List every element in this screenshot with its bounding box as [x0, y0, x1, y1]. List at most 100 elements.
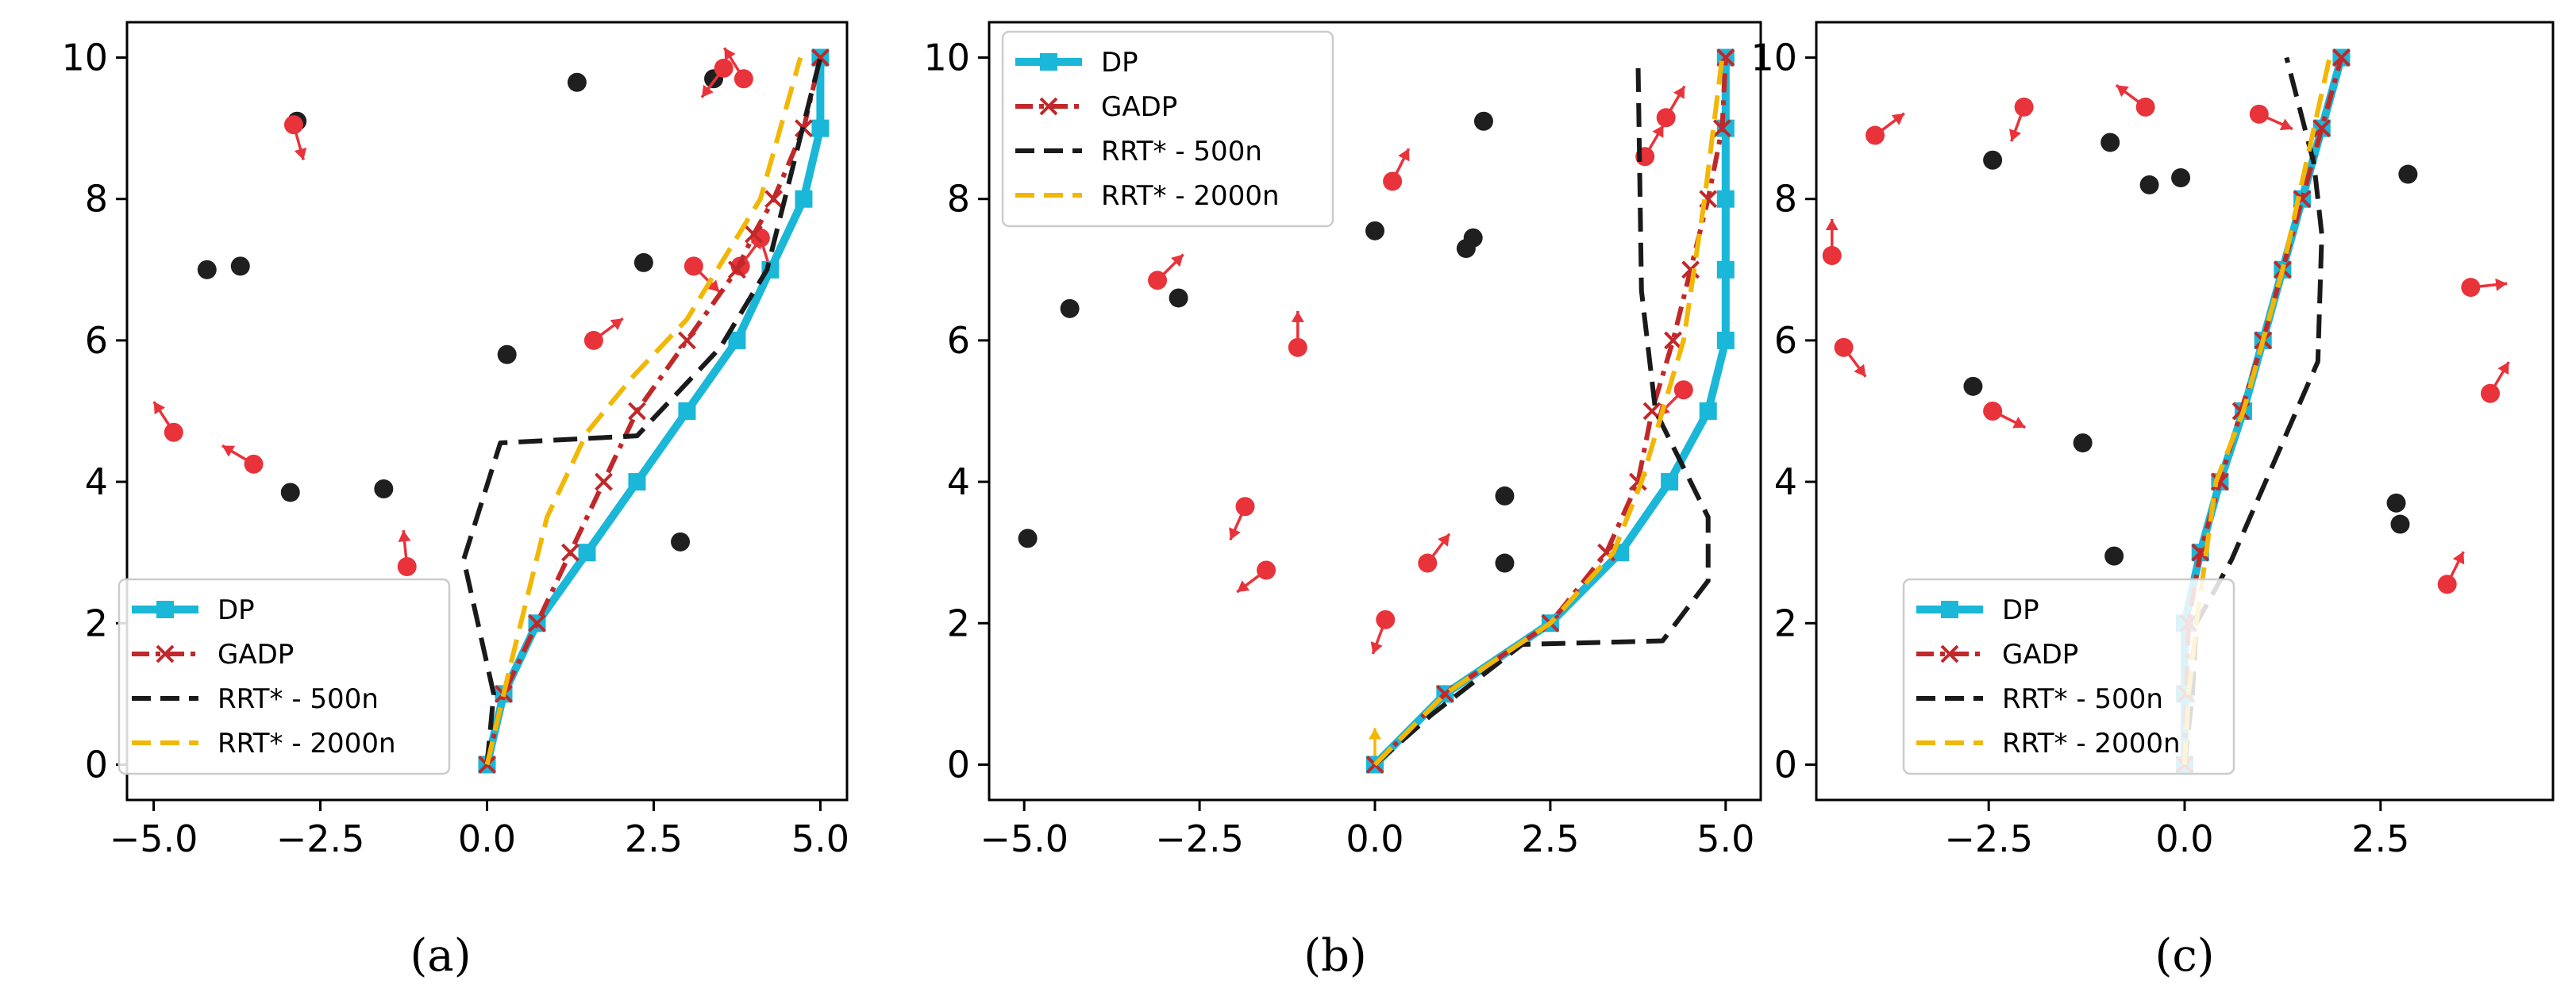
static-obstacle-point: [2171, 168, 2191, 187]
dynamic-obstacle-arrowhead: [724, 48, 736, 61]
legend-label: RRT* - 2000n: [2002, 728, 2181, 759]
static-obstacle-point: [197, 260, 217, 279]
series-line-rrt-500n: [461, 56, 823, 765]
static-obstacle-point: [1060, 298, 1080, 318]
y-tick-label: 10: [923, 37, 970, 79]
legend-frame: [117, 578, 451, 775]
x-tick-label: 2.5: [1521, 817, 1579, 860]
legend-label: DP: [1101, 47, 1138, 79]
y-tick-label: 0: [947, 743, 970, 786]
dynamic-obstacle-point: [683, 256, 703, 276]
static-obstacle-point: [671, 532, 691, 552]
y-tick-label: 2: [85, 602, 108, 644]
series-marker-gadp: [561, 543, 580, 562]
dynamic-obstacle-point: [1235, 497, 1255, 517]
dynamic-obstacle-arrowhead: [1291, 310, 1304, 322]
legend: DP GADP RRT* - 500n RRT* - 2000n: [1001, 30, 1334, 228]
series-line-rrt-500n: [1373, 57, 1711, 767]
series-marker-gadp: [478, 756, 496, 774]
dynamic-obstacle-arrowhead: [2009, 129, 2022, 142]
legend-frame: [1001, 30, 1334, 228]
y-tick-label: 6: [947, 319, 970, 362]
series-marker-gadp: [2332, 48, 2351, 67]
dynamic-obstacle-point: [1866, 125, 1885, 145]
static-obstacle-point: [1983, 150, 2003, 170]
plot-area: [1018, 48, 1735, 774]
y-tick-label: 10: [1750, 37, 1797, 79]
legend-marker: [1941, 601, 1958, 618]
dynamic-obstacle-point: [583, 330, 603, 350]
dynamic-obstacle-arrowhead: [702, 84, 714, 98]
dynamic-obstacle-arrowhead: [1398, 148, 1410, 162]
y-tick-label: 8: [947, 178, 970, 221]
dynamic-obstacle-arrowhead: [1825, 219, 1839, 230]
series-marker-gadp: [764, 190, 784, 209]
static-obstacle-point: [2390, 514, 2410, 534]
static-obstacle-point: [230, 256, 250, 276]
dynamic-obstacle-arrowhead: [294, 147, 307, 160]
y-tick-label: 4: [1774, 460, 1797, 503]
dynamic-obstacle-arrowhead: [1171, 254, 1184, 267]
static-obstacle-point: [1473, 111, 1493, 131]
dynamic-obstacle-point: [1834, 337, 1854, 357]
series-marker-dp: [628, 473, 646, 491]
static-obstacle-point: [567, 72, 587, 92]
static-obstacle-point: [2100, 133, 2120, 152]
dynamic-obstacle-arrowhead: [1369, 728, 1381, 740]
panel-caption: (c): [2154, 930, 2214, 982]
y-tick-label: 10: [61, 37, 108, 79]
dynamic-obstacle-point: [2437, 575, 2457, 594]
y-tick-label: 0: [85, 743, 108, 786]
series-marker-dp: [1716, 190, 1735, 208]
y-tick-label: 0: [1774, 743, 1797, 786]
dynamic-obstacle-arrowhead: [1891, 113, 1904, 125]
series-marker-dp: [1661, 473, 1679, 491]
static-obstacle-point: [2386, 493, 2406, 513]
y-tick-label: 4: [947, 460, 970, 503]
plot-area: [152, 47, 830, 774]
y-tick-label: 2: [947, 602, 970, 644]
dynamic-obstacle-point: [1983, 402, 2003, 421]
dynamic-obstacle-arrowhead: [707, 279, 720, 292]
x-tick-label: −2.5: [276, 817, 365, 860]
legend-frame: [1902, 578, 2235, 775]
series-marker-gadp: [528, 613, 546, 633]
static-obstacle-point: [2139, 175, 2159, 194]
series-marker-gadp: [728, 260, 746, 279]
series-line-rrt-2000n: [484, 56, 803, 766]
dynamic-obstacle-arrowhead: [221, 445, 236, 457]
series-marker-gadp: [745, 225, 763, 244]
dynamic-obstacle-arrowhead: [1854, 363, 1866, 377]
x-tick-label: 5.0: [1696, 817, 1754, 860]
legend-label: GADP: [1101, 91, 1177, 123]
series-marker-gadp: [628, 402, 646, 421]
x-tick-label: 0.0: [1346, 817, 1404, 860]
series-line-rrt-2000n: [1373, 57, 1725, 767]
dynamic-obstacle-point: [2461, 278, 2481, 298]
static-obstacle-point: [1963, 376, 1983, 396]
static-obstacle-point: [1495, 553, 1515, 573]
legend-marker: [1940, 644, 1959, 663]
dynamic-obstacle-arrowhead: [2495, 278, 2508, 291]
y-tick-label: 6: [85, 319, 108, 362]
legend-label: DP: [2002, 594, 2039, 626]
x-tick-label: 0.0: [458, 817, 516, 860]
dynamic-obstacle-point: [1656, 108, 1676, 128]
x-tick-label: −2.5: [1155, 817, 1244, 860]
dynamic-obstacle-arrowhead: [1673, 86, 1685, 99]
dynamic-obstacle-point: [1383, 171, 1403, 191]
series-marker-gadp: [2211, 472, 2229, 491]
series-marker-dp: [1699, 402, 1717, 420]
dynamic-obstacle-point: [1822, 246, 1842, 265]
dynamic-obstacle-arrowhead: [2497, 362, 2509, 375]
series-marker-gadp: [2312, 119, 2331, 138]
dynamic-obstacle-arrowhead: [610, 318, 623, 331]
series-marker-dp: [578, 544, 596, 562]
series-marker-dp: [728, 331, 746, 349]
static-obstacle-point: [1169, 288, 1188, 308]
static-obstacle-point: [1463, 228, 1483, 248]
dynamic-obstacle-point: [1257, 560, 1276, 580]
series-marker-gadp: [1681, 260, 1700, 279]
legend-marker: [156, 644, 175, 663]
